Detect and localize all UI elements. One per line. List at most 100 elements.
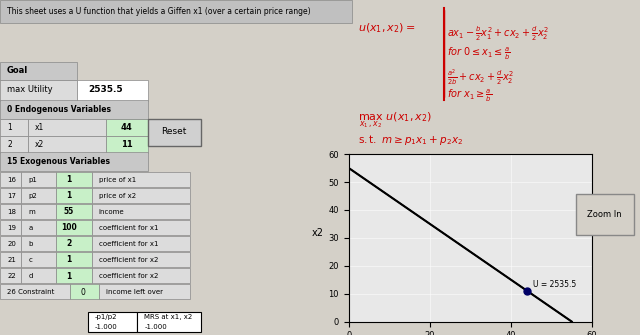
Text: 11: 11 [121, 140, 132, 149]
Text: 18: 18 [7, 209, 16, 215]
FancyBboxPatch shape [0, 236, 21, 251]
Text: 1: 1 [66, 272, 71, 280]
Text: price of x2: price of x2 [99, 193, 136, 199]
Text: p1: p1 [28, 177, 37, 183]
FancyBboxPatch shape [92, 204, 190, 219]
FancyBboxPatch shape [21, 236, 56, 251]
FancyBboxPatch shape [0, 152, 148, 171]
FancyBboxPatch shape [0, 188, 21, 203]
Text: 16: 16 [7, 177, 16, 183]
Text: Reset: Reset [161, 127, 187, 136]
FancyBboxPatch shape [21, 204, 56, 219]
FancyBboxPatch shape [56, 172, 92, 187]
Text: p2: p2 [28, 193, 37, 199]
Text: for $x_1 \geq \frac{a}{b}$: for $x_1 \geq \frac{a}{b}$ [447, 87, 492, 104]
Text: price of x1: price of x1 [99, 177, 136, 183]
Text: x1: x1 [35, 123, 44, 132]
Text: Zoom In: Zoom In [588, 210, 622, 219]
Text: 1: 1 [66, 175, 71, 184]
Text: coefficient for x2: coefficient for x2 [99, 257, 158, 263]
FancyBboxPatch shape [0, 204, 21, 219]
Text: -1.000: -1.000 [95, 324, 118, 330]
FancyBboxPatch shape [92, 236, 190, 251]
Text: b: b [28, 241, 33, 247]
Text: -p1/p2: -p1/p2 [95, 314, 118, 320]
FancyBboxPatch shape [21, 252, 56, 267]
FancyBboxPatch shape [21, 188, 56, 203]
Text: 44: 44 [121, 123, 132, 132]
Text: 0 Endogenous Variables: 0 Endogenous Variables [7, 105, 111, 114]
Text: 100: 100 [61, 223, 77, 232]
Text: $\max_{x_1,x_2}\ u(x_1,x_2)$: $\max_{x_1,x_2}\ u(x_1,x_2)$ [358, 111, 432, 130]
FancyBboxPatch shape [56, 204, 92, 219]
FancyBboxPatch shape [21, 172, 56, 187]
Text: coefficient for x2: coefficient for x2 [99, 273, 158, 279]
Text: 0: 0 [80, 288, 85, 296]
Text: $\frac{a^2}{2b} + cx_2 + \frac{d}{2}x_2^2$: $\frac{a^2}{2b} + cx_2 + \frac{d}{2}x_2^… [447, 67, 514, 87]
FancyBboxPatch shape [92, 188, 190, 203]
FancyBboxPatch shape [56, 236, 92, 251]
FancyBboxPatch shape [28, 136, 106, 153]
FancyBboxPatch shape [0, 0, 352, 23]
FancyBboxPatch shape [92, 220, 190, 235]
Text: x2: x2 [35, 140, 44, 149]
Text: Goal: Goal [7, 66, 28, 75]
Text: 19: 19 [7, 225, 16, 231]
Text: 15 Exogenous Variables: 15 Exogenous Variables [7, 157, 110, 166]
FancyBboxPatch shape [56, 252, 92, 267]
Text: MRS at x1, x2: MRS at x1, x2 [145, 314, 193, 320]
Text: $ax_1 - \frac{b}{2}x_1^2 + cx_2 + \frac{d}{2}x_2^2$: $ax_1 - \frac{b}{2}x_1^2 + cx_2 + \frac{… [447, 25, 549, 43]
FancyBboxPatch shape [576, 194, 634, 234]
FancyBboxPatch shape [0, 268, 21, 283]
FancyBboxPatch shape [92, 268, 190, 283]
Text: 21: 21 [7, 257, 16, 263]
FancyBboxPatch shape [0, 172, 21, 187]
Text: 17: 17 [7, 193, 16, 199]
Text: This sheet uses a U function that yields a Giffen x1 (over a certain price range: This sheet uses a U function that yields… [7, 7, 310, 16]
FancyBboxPatch shape [0, 136, 28, 153]
Text: 2: 2 [7, 140, 12, 149]
FancyBboxPatch shape [138, 312, 201, 332]
Text: 2: 2 [66, 240, 71, 248]
FancyBboxPatch shape [0, 284, 70, 299]
FancyBboxPatch shape [70, 284, 99, 299]
FancyBboxPatch shape [28, 119, 106, 136]
FancyBboxPatch shape [56, 220, 92, 235]
FancyBboxPatch shape [99, 284, 190, 299]
Text: 22: 22 [7, 273, 16, 279]
FancyBboxPatch shape [77, 80, 148, 100]
Text: U = 2535.5: U = 2535.5 [533, 280, 577, 289]
FancyBboxPatch shape [56, 268, 92, 283]
FancyBboxPatch shape [92, 172, 190, 187]
Text: coefficient for x1: coefficient for x1 [99, 241, 158, 247]
Text: income: income [99, 209, 124, 215]
Text: 1: 1 [66, 191, 71, 200]
Text: m: m [28, 209, 35, 215]
FancyBboxPatch shape [148, 119, 201, 146]
Text: c: c [28, 257, 32, 263]
FancyBboxPatch shape [0, 80, 77, 100]
FancyBboxPatch shape [88, 312, 138, 332]
FancyBboxPatch shape [0, 100, 148, 119]
FancyBboxPatch shape [0, 220, 21, 235]
Text: max Utility: max Utility [7, 85, 52, 94]
Text: 55: 55 [63, 207, 74, 216]
Text: -1.000: -1.000 [145, 324, 167, 330]
FancyBboxPatch shape [0, 62, 77, 80]
Text: 1: 1 [7, 123, 12, 132]
Text: $u(x_1,x_2)=$: $u(x_1,x_2)=$ [358, 21, 415, 35]
FancyBboxPatch shape [56, 188, 92, 203]
Text: 26 Constraint: 26 Constraint [7, 289, 54, 295]
FancyBboxPatch shape [21, 220, 56, 235]
Text: $\mathrm{s.t.}\ m \geq p_1 x_1 + p_2 x_2$: $\mathrm{s.t.}\ m \geq p_1 x_1 + p_2 x_2… [358, 133, 463, 147]
FancyBboxPatch shape [92, 252, 190, 267]
Text: 20: 20 [7, 241, 16, 247]
Text: 1: 1 [66, 256, 71, 264]
Text: coefficient for x1: coefficient for x1 [99, 225, 158, 231]
Text: a: a [28, 225, 33, 231]
FancyBboxPatch shape [21, 268, 56, 283]
FancyBboxPatch shape [106, 119, 148, 136]
Text: 2535.5: 2535.5 [88, 85, 123, 94]
FancyBboxPatch shape [0, 119, 28, 136]
Text: income left over: income left over [106, 289, 163, 295]
